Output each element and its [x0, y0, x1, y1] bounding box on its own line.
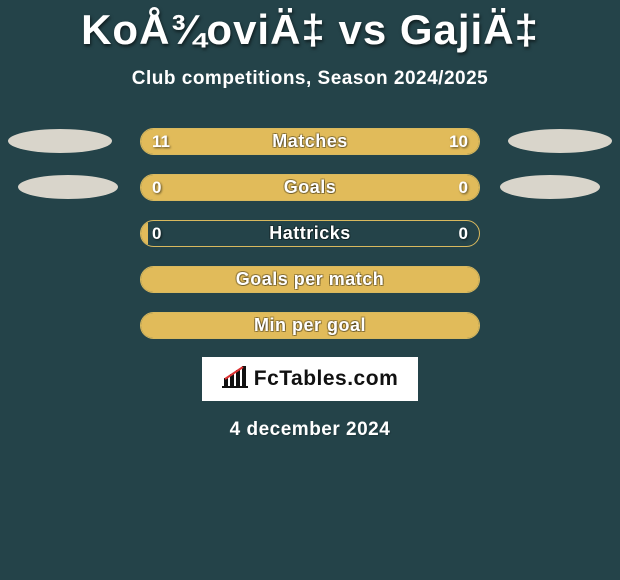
avatar-left-oval	[18, 175, 118, 199]
avatar-left-oval	[8, 129, 112, 153]
stat-bar: Min per goal	[140, 312, 480, 339]
stat-value-left: 11	[152, 128, 170, 155]
page-title: KoÅ¾oviÄ‡ vs GajiÄ‡	[0, 0, 620, 54]
avatar-right-oval	[500, 175, 600, 199]
stat-value-right: 0	[459, 174, 468, 201]
stat-bar: Goals per match	[140, 266, 480, 293]
stat-label: Hattricks	[269, 223, 351, 244]
stat-value-left: 0	[152, 220, 161, 247]
stat-bar: Matches	[140, 128, 480, 155]
avatar-right-oval	[508, 129, 612, 153]
stat-row: Goals per match	[0, 266, 620, 293]
stat-label: Goals per match	[236, 269, 385, 290]
stat-bar: Hattricks	[140, 220, 480, 247]
stat-row: Matches 11 10	[0, 128, 620, 155]
stat-row: Goals 0 0	[0, 174, 620, 201]
stat-label: Matches	[272, 131, 348, 152]
subtitle: Club competitions, Season 2024/2025	[0, 68, 620, 90]
chart-icon	[222, 366, 248, 393]
logo[interactable]: FcTables.com	[202, 357, 418, 401]
stat-row: Hattricks 0 0	[0, 220, 620, 247]
stat-bar: Goals	[140, 174, 480, 201]
stat-value-left: 0	[152, 174, 161, 201]
date: 4 december 2024	[0, 419, 620, 441]
stat-label: Min per goal	[254, 315, 366, 336]
stat-label: Goals	[284, 177, 337, 198]
stat-rows: Matches 11 10 Goals 0 0 Hattricks 0 0	[0, 128, 620, 339]
stat-value-right: 10	[449, 128, 468, 155]
logo-text: FcTables.com	[254, 367, 399, 391]
stat-row: Min per goal	[0, 312, 620, 339]
stat-value-right: 0	[459, 220, 468, 247]
stat-bar-fill	[141, 221, 148, 246]
